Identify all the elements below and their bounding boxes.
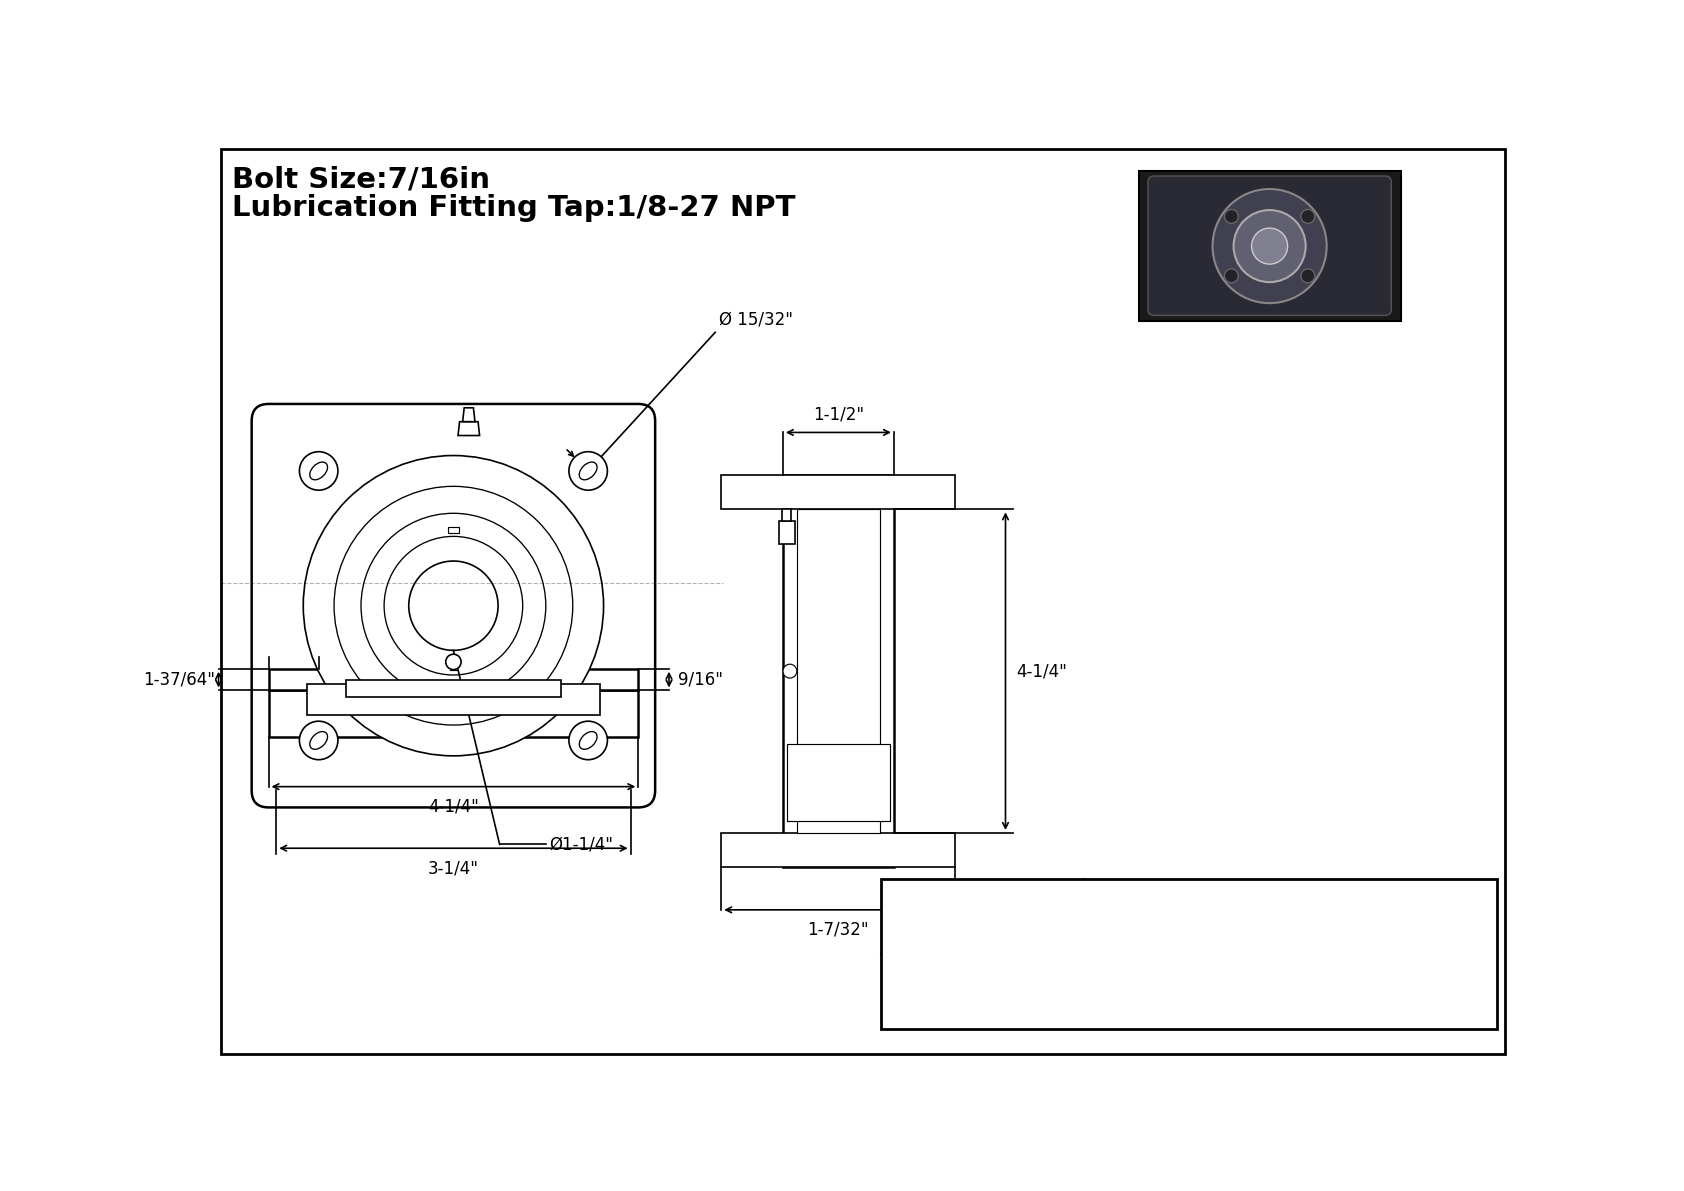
Text: Part
Number: Part Number bbox=[914, 966, 982, 1009]
Text: SHANGHAI LILY BEARING LIMITED: SHANGHAI LILY BEARING LIMITED bbox=[1133, 897, 1447, 915]
Circle shape bbox=[384, 536, 522, 675]
Bar bbox=[781, 510, 791, 520]
Circle shape bbox=[1234, 210, 1305, 282]
Bar bbox=[780, 520, 795, 544]
Circle shape bbox=[1224, 210, 1238, 223]
FancyBboxPatch shape bbox=[251, 404, 655, 807]
Bar bbox=[786, 744, 891, 822]
Text: Ø 15/32": Ø 15/32" bbox=[719, 311, 793, 329]
Circle shape bbox=[333, 486, 573, 725]
Circle shape bbox=[1251, 229, 1288, 264]
Circle shape bbox=[783, 665, 797, 678]
Ellipse shape bbox=[579, 462, 598, 480]
Text: 3-1/4": 3-1/4" bbox=[428, 859, 478, 877]
Circle shape bbox=[300, 722, 338, 760]
Text: 4-1/4": 4-1/4" bbox=[1015, 662, 1068, 680]
Text: ®: ® bbox=[1012, 893, 1031, 912]
Text: Prime Plus Series Four-Bolt Flange Units: Prime Plus Series Four-Bolt Flange Units bbox=[1105, 1000, 1410, 1016]
FancyBboxPatch shape bbox=[1148, 176, 1391, 316]
Text: 1-7/32": 1-7/32" bbox=[808, 921, 869, 939]
Bar bbox=[797, 510, 881, 833]
Text: Email: lilybearing@lily-bearing.com: Email: lilybearing@lily-bearing.com bbox=[1155, 925, 1426, 941]
Ellipse shape bbox=[310, 462, 327, 480]
Text: Ø1-1/4": Ø1-1/4" bbox=[549, 835, 613, 854]
Text: 1-37/64": 1-37/64" bbox=[143, 671, 216, 688]
Polygon shape bbox=[458, 422, 480, 436]
Text: LILY: LILY bbox=[925, 891, 1041, 942]
Bar bbox=[345, 680, 561, 697]
Circle shape bbox=[360, 513, 546, 698]
Ellipse shape bbox=[579, 731, 598, 749]
Circle shape bbox=[1302, 269, 1315, 282]
Bar bbox=[269, 669, 638, 691]
Text: Lubrication Fitting Tap:1/8-27 NPT: Lubrication Fitting Tap:1/8-27 NPT bbox=[232, 194, 795, 222]
Polygon shape bbox=[463, 407, 475, 422]
Bar bbox=[1138, 170, 1401, 320]
Text: Bolt Size:7/16in: Bolt Size:7/16in bbox=[232, 166, 490, 193]
Text: MUCF206-20: MUCF206-20 bbox=[1187, 966, 1325, 985]
Ellipse shape bbox=[310, 731, 327, 749]
Circle shape bbox=[303, 455, 603, 756]
Bar bbox=[448, 528, 458, 534]
Bar bbox=[721, 475, 955, 510]
Bar bbox=[783, 475, 894, 867]
Text: 9/16": 9/16" bbox=[679, 671, 722, 688]
Circle shape bbox=[1224, 269, 1238, 282]
Circle shape bbox=[569, 722, 608, 760]
Text: 1-1/2": 1-1/2" bbox=[813, 405, 864, 423]
Bar bbox=[721, 833, 955, 867]
Bar bbox=[269, 691, 638, 736]
Text: 4-1/4": 4-1/4" bbox=[428, 798, 478, 816]
Circle shape bbox=[1302, 210, 1315, 223]
Circle shape bbox=[300, 451, 338, 491]
Circle shape bbox=[1212, 189, 1327, 304]
Circle shape bbox=[409, 561, 498, 650]
Bar bbox=[306, 685, 600, 715]
Bar bbox=[881, 879, 1497, 1029]
Circle shape bbox=[446, 654, 461, 669]
Circle shape bbox=[569, 451, 608, 491]
